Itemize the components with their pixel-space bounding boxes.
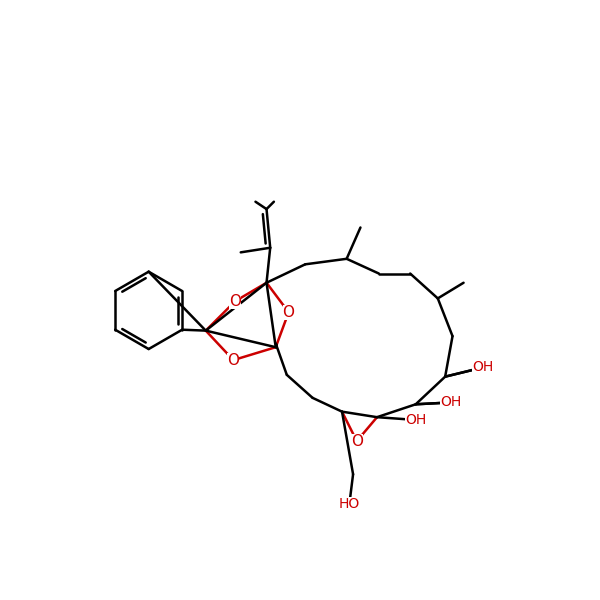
Text: OH: OH bbox=[405, 413, 427, 427]
Text: O: O bbox=[229, 293, 241, 308]
Text: HO: HO bbox=[339, 497, 360, 511]
Text: OH: OH bbox=[440, 395, 461, 409]
Text: O: O bbox=[227, 353, 239, 368]
Text: OH: OH bbox=[472, 361, 494, 374]
Text: O: O bbox=[351, 434, 363, 449]
Text: O: O bbox=[283, 305, 295, 320]
